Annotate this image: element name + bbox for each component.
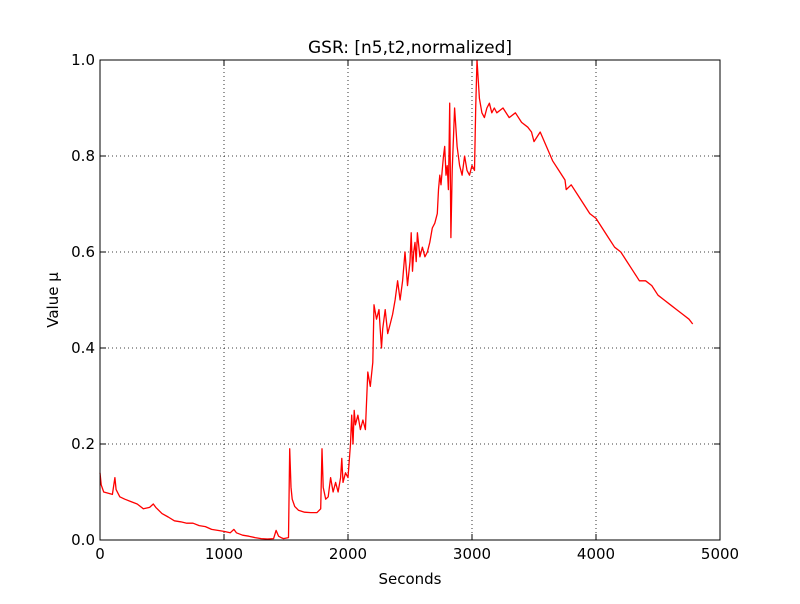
x-tick-label: 1000 xyxy=(205,545,243,563)
chart-title: GSR: [n5,t2,normalized] xyxy=(308,38,512,58)
x-tick-label: 4000 xyxy=(577,545,615,563)
axis-ticks: 0 1000 2000 3000 4000 5000 0.0 0.2 0.4 0.6 0.8 1.0 xyxy=(71,51,739,563)
x-tick-label: 2000 xyxy=(329,545,367,563)
y-tick-label: 0.4 xyxy=(71,339,95,357)
x-tick-label: 3000 xyxy=(453,545,491,563)
grid xyxy=(100,60,720,540)
y-tick-label: 0.6 xyxy=(71,243,95,261)
x-tick-label: 5000 xyxy=(701,545,739,563)
y-tick-label: 0.8 xyxy=(71,147,95,165)
y-tick-label: 0.0 xyxy=(71,531,95,549)
x-tick-label: 0 xyxy=(95,545,105,563)
y-tick-label: 1.0 xyxy=(71,51,95,69)
series-line xyxy=(99,59,694,540)
plot-area xyxy=(100,60,720,540)
y-tick-label: 0.2 xyxy=(71,435,95,453)
series-layer xyxy=(99,59,694,540)
y-axis-label: Value µ xyxy=(44,272,62,328)
plot-frame xyxy=(99,59,721,541)
x-axis-label: Seconds xyxy=(378,570,441,588)
